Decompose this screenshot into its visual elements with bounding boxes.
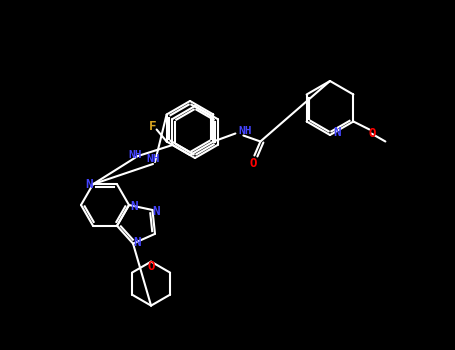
Text: O: O [250,157,257,170]
Text: F: F [149,120,157,133]
Text: O: O [147,260,155,273]
Text: N: N [333,126,341,139]
Text: N: N [133,236,141,249]
Text: NH: NH [146,154,160,164]
Text: O: O [369,127,376,140]
Text: N: N [130,199,138,212]
Text: N: N [153,205,160,218]
Text: NH: NH [238,126,252,136]
Text: N: N [85,178,93,191]
Text: NH: NH [128,150,142,160]
